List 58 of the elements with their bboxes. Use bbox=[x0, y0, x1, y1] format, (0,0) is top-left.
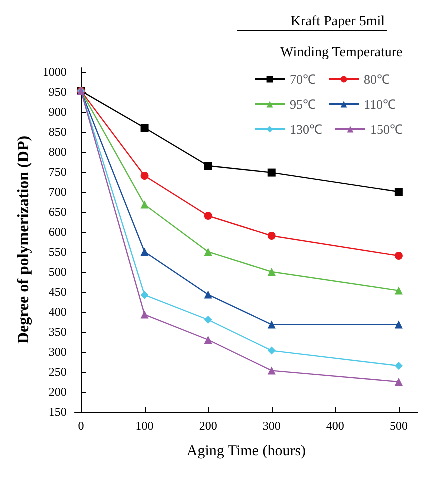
point bbox=[140, 124, 149, 132]
y-tick-label: 650 bbox=[48, 205, 67, 219]
legend-label: 130℃ bbox=[290, 122, 322, 137]
point bbox=[204, 162, 212, 170]
y-tick-label: 700 bbox=[48, 185, 67, 199]
point bbox=[394, 252, 403, 260]
y-tick-label: 500 bbox=[48, 265, 67, 279]
y-tick-label: 550 bbox=[48, 245, 67, 259]
y-tick-label: 400 bbox=[48, 305, 67, 319]
y-tick-label: 750 bbox=[48, 165, 67, 179]
point bbox=[394, 320, 403, 329]
point bbox=[268, 168, 276, 177]
point bbox=[140, 248, 149, 256]
y-tick-label: 900 bbox=[48, 105, 67, 119]
x-axis-title: Aging Time (hours) bbox=[186, 444, 306, 460]
point bbox=[140, 291, 149, 300]
point bbox=[204, 248, 212, 256]
point bbox=[204, 290, 212, 299]
point bbox=[394, 286, 403, 295]
legend-label: 70℃ bbox=[290, 72, 316, 87]
point bbox=[268, 232, 276, 240]
point bbox=[394, 362, 403, 370]
point bbox=[140, 200, 149, 209]
x-tick-label: 200 bbox=[199, 419, 218, 433]
x-tick-label: 100 bbox=[136, 419, 154, 433]
point bbox=[140, 310, 149, 319]
y-tick-label: 300 bbox=[48, 345, 67, 359]
point bbox=[394, 378, 403, 386]
x-tick-label: 400 bbox=[326, 419, 344, 433]
y-tick-label: 850 bbox=[48, 125, 67, 139]
point bbox=[268, 320, 276, 329]
point bbox=[394, 188, 403, 196]
legend-label: 150℃ bbox=[370, 122, 403, 137]
x-tick-label: 500 bbox=[390, 419, 408, 433]
point bbox=[268, 366, 276, 375]
legend-label: 110℃ bbox=[364, 97, 396, 112]
y-tick-label: 200 bbox=[48, 385, 67, 399]
point bbox=[268, 346, 276, 355]
y-tick-label: 250 bbox=[48, 365, 67, 379]
chart-title: Kraft Paper 5mil bbox=[290, 14, 386, 30]
y-axis-title: Degree of polymerization (DP) bbox=[16, 136, 32, 344]
point bbox=[268, 268, 276, 276]
y-tick-label: 1000 bbox=[42, 65, 67, 79]
y-tick-label: 150 bbox=[48, 405, 67, 419]
point bbox=[204, 316, 212, 324]
point bbox=[204, 336, 212, 344]
legend-label: 80℃ bbox=[364, 72, 390, 87]
x-tick-label: 300 bbox=[262, 419, 281, 433]
y-tick-label: 800 bbox=[48, 145, 67, 159]
legend-title: Winding Temperature bbox=[280, 46, 403, 60]
y-tick-label: 450 bbox=[48, 285, 67, 299]
y-tick-label: 950 bbox=[48, 85, 67, 99]
legend-label: 95℃ bbox=[290, 97, 316, 112]
x-tick-label: 0 bbox=[78, 419, 84, 433]
y-tick-label: 350 bbox=[48, 325, 67, 339]
point bbox=[140, 172, 149, 180]
y-tick-label: 600 bbox=[48, 225, 67, 239]
point bbox=[204, 212, 212, 220]
